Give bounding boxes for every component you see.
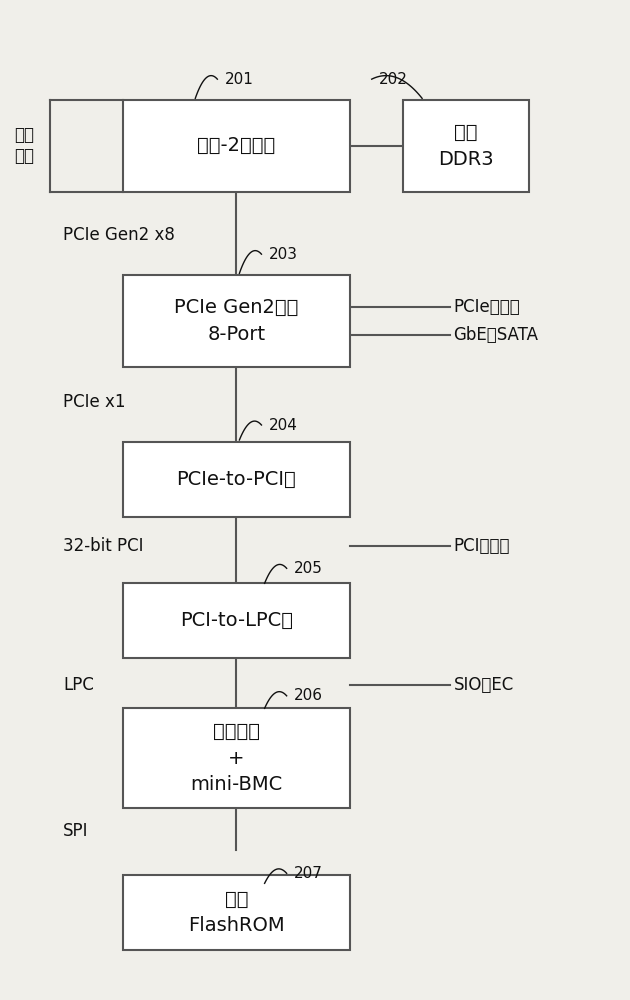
Text: 201: 201 [225, 72, 254, 87]
FancyBboxPatch shape [123, 442, 350, 517]
Text: 204: 204 [269, 418, 298, 432]
Text: 202: 202 [379, 72, 408, 87]
Text: LPC: LPC [63, 676, 94, 694]
Text: 主存: 主存 [454, 123, 478, 142]
Text: PCI扩展槽: PCI扩展槽 [454, 537, 510, 555]
Text: +: + [228, 749, 244, 768]
Text: 8-Port: 8-Port [207, 325, 265, 344]
Text: 芯片: 芯片 [224, 890, 248, 909]
Text: 32-bit PCI: 32-bit PCI [63, 537, 144, 555]
FancyBboxPatch shape [123, 583, 350, 658]
Text: mini-BMC: mini-BMC [190, 776, 282, 794]
Text: SIO、EC: SIO、EC [454, 676, 514, 694]
Text: 中威-2处理器: 中威-2处理器 [197, 136, 275, 155]
Text: 维护模块: 维护模块 [213, 722, 260, 741]
FancyBboxPatch shape [123, 708, 350, 808]
Text: PCIe-to-PCI桥: PCIe-to-PCI桥 [176, 470, 296, 489]
Text: FlashROM: FlashROM [188, 916, 285, 935]
Text: 206: 206 [294, 688, 323, 703]
Text: PCIe Gen2开关: PCIe Gen2开关 [174, 298, 299, 317]
Text: 207: 207 [294, 866, 323, 881]
Text: 带外
串口: 带外 串口 [14, 126, 34, 165]
Text: DDR3: DDR3 [438, 150, 494, 169]
FancyBboxPatch shape [403, 100, 529, 192]
Text: 203: 203 [269, 247, 298, 262]
Text: GbE、SATA: GbE、SATA [454, 326, 539, 344]
Text: PCI-to-LPC桥: PCI-to-LPC桥 [180, 611, 293, 630]
Text: PCIe Gen2 x8: PCIe Gen2 x8 [63, 226, 175, 244]
Text: PCIe扩展槽: PCIe扩展槽 [454, 298, 520, 316]
FancyBboxPatch shape [123, 275, 350, 367]
Text: SPI: SPI [63, 822, 88, 840]
FancyBboxPatch shape [123, 100, 350, 192]
Text: 205: 205 [294, 561, 323, 576]
FancyBboxPatch shape [123, 875, 350, 950]
Text: PCIe x1: PCIe x1 [63, 393, 125, 411]
